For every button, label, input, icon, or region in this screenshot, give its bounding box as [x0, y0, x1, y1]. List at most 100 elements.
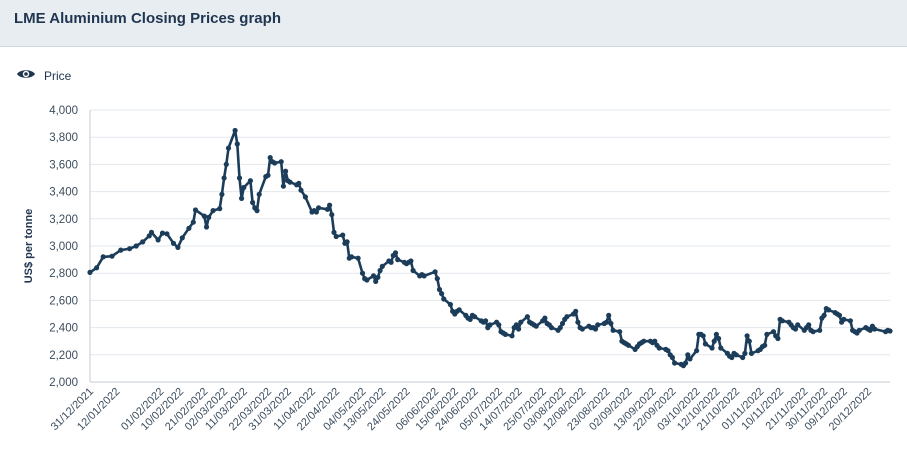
data-point[interactable]: [340, 232, 346, 238]
data-point[interactable]: [441, 296, 447, 302]
data-point[interactable]: [779, 318, 785, 324]
data-point[interactable]: [355, 255, 361, 261]
data-point[interactable]: [210, 208, 216, 214]
data-point[interactable]: [421, 273, 427, 279]
data-point[interactable]: [313, 209, 319, 215]
data-point[interactable]: [186, 225, 192, 231]
data-point[interactable]: [483, 318, 489, 324]
data-point[interactable]: [841, 316, 847, 322]
data-point[interactable]: [447, 301, 453, 308]
data-point[interactable]: [155, 237, 161, 243]
data-point[interactable]: [608, 320, 614, 327]
data-point[interactable]: [272, 160, 278, 166]
data-point[interactable]: [856, 327, 862, 333]
data-point[interactable]: [395, 257, 401, 263]
data-point[interactable]: [694, 348, 700, 354]
data-point[interactable]: [296, 180, 302, 186]
data-point[interactable]: [87, 269, 93, 275]
data-point[interactable]: [456, 307, 462, 313]
data-point[interactable]: [434, 276, 440, 282]
data-point[interactable]: [683, 360, 689, 366]
data-point[interactable]: [729, 354, 735, 361]
data-point[interactable]: [254, 208, 260, 214]
data-point[interactable]: [94, 265, 100, 271]
data-point[interactable]: [109, 253, 115, 259]
data-point[interactable]: [379, 263, 385, 269]
data-point[interactable]: [133, 243, 139, 249]
data-point[interactable]: [364, 277, 370, 283]
data-point[interactable]: [175, 244, 181, 250]
data-point[interactable]: [192, 207, 199, 213]
data-point[interactable]: [265, 172, 271, 178]
data-point[interactable]: [217, 206, 223, 212]
data-point[interactable]: [140, 239, 146, 245]
data-point[interactable]: [516, 326, 522, 332]
data-point[interactable]: [375, 274, 381, 280]
data-point[interactable]: [617, 329, 623, 335]
data-point[interactable]: [652, 338, 658, 344]
data-point[interactable]: [610, 327, 616, 333]
data-point[interactable]: [669, 354, 676, 361]
data-point[interactable]: [236, 175, 243, 181]
data-point[interactable]: [836, 312, 843, 318]
data-point[interactable]: [518, 319, 524, 325]
data-point[interactable]: [370, 273, 377, 279]
data-point[interactable]: [267, 155, 273, 161]
data-point[interactable]: [439, 291, 445, 297]
data-point[interactable]: [740, 354, 746, 361]
data-point[interactable]: [388, 259, 394, 265]
data-point[interactable]: [557, 325, 563, 331]
data-point[interactable]: [887, 328, 893, 334]
data-point[interactable]: [806, 322, 812, 328]
data-point[interactable]: [432, 269, 438, 275]
data-point[interactable]: [700, 333, 706, 339]
data-point[interactable]: [665, 348, 671, 354]
data-point[interactable]: [795, 322, 801, 328]
data-point[interactable]: [359, 270, 366, 276]
data-point[interactable]: [302, 194, 308, 200]
data-point[interactable]: [223, 161, 229, 167]
data-point[interactable]: [467, 316, 473, 322]
data-point[interactable]: [625, 342, 632, 348]
data-point[interactable]: [792, 326, 799, 332]
data-point[interactable]: [283, 168, 289, 174]
data-point[interactable]: [373, 278, 379, 284]
data-point[interactable]: [847, 318, 854, 324]
data-point[interactable]: [716, 335, 722, 342]
data-point[interactable]: [232, 127, 238, 134]
data-point[interactable]: [250, 199, 256, 206]
data-point[interactable]: [348, 254, 355, 260]
data-point[interactable]: [524, 314, 531, 320]
data-point[interactable]: [592, 326, 599, 332]
data-point[interactable]: [595, 322, 601, 328]
data-point[interactable]: [742, 350, 748, 356]
data-point[interactable]: [548, 325, 555, 331]
data-point[interactable]: [685, 352, 691, 358]
data-point[interactable]: [280, 183, 286, 189]
data-point[interactable]: [641, 338, 647, 344]
data-point[interactable]: [573, 308, 579, 314]
data-point[interactable]: [164, 231, 170, 237]
data-point[interactable]: [298, 187, 304, 193]
data-point[interactable]: [764, 331, 770, 337]
data-point[interactable]: [118, 247, 124, 253]
data-point[interactable]: [219, 191, 225, 197]
data-point[interactable]: [410, 267, 416, 274]
data-point[interactable]: [148, 229, 155, 235]
data-point[interactable]: [344, 239, 350, 245]
data-point[interactable]: [867, 327, 873, 333]
data-point[interactable]: [159, 230, 166, 236]
data-point[interactable]: [748, 350, 755, 356]
data-point[interactable]: [408, 258, 414, 264]
data-point[interactable]: [687, 356, 693, 362]
data-point[interactable]: [606, 312, 612, 318]
data-point[interactable]: [603, 319, 610, 325]
data-point[interactable]: [575, 319, 581, 325]
data-point[interactable]: [190, 219, 196, 225]
data-point[interactable]: [513, 322, 520, 328]
data-point[interactable]: [256, 191, 262, 197]
data-point[interactable]: [744, 333, 750, 339]
data-point[interactable]: [487, 322, 493, 328]
data-point[interactable]: [100, 254, 106, 260]
data-point[interactable]: [872, 326, 878, 332]
